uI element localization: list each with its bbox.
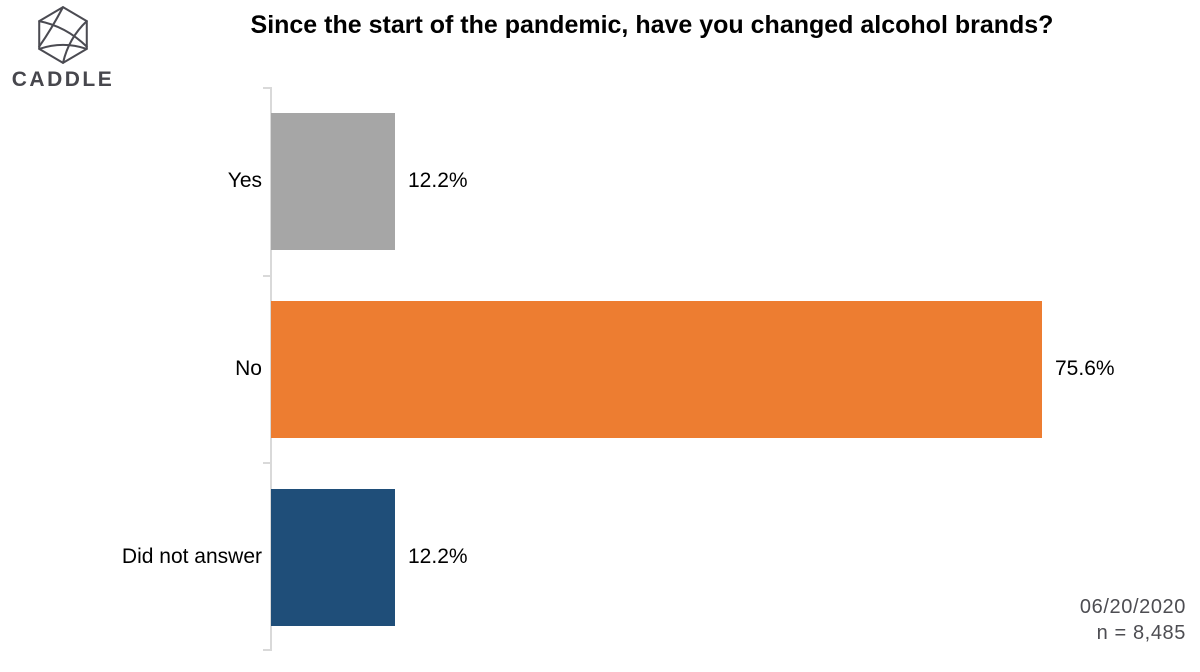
axis-tick	[263, 87, 270, 89]
category-label: Yes	[227, 169, 262, 192]
axis-tick	[263, 462, 270, 464]
bar-did-not-answer	[271, 488, 395, 626]
bar-yes	[271, 112, 395, 250]
bar-area: 75.6%	[271, 300, 1200, 438]
chart-title: Since the start of the pandemic, have yo…	[250, 11, 1054, 39]
axis-ticks	[263, 87, 270, 651]
value-label: 12.2%	[408, 169, 468, 192]
axis-tick	[263, 275, 270, 277]
chart-row: Did not answer 12.2%	[0, 463, 1200, 651]
brand-name: CADDLE	[11, 68, 115, 91]
category-label: No	[235, 357, 262, 380]
chart-row: Yes 12.2%	[0, 87, 1200, 275]
plot-area: Yes 12.2% No 75.6% Did not answer 12.2%	[0, 87, 1200, 651]
axis-tick	[263, 649, 270, 651]
survey-date: 06/20/2020	[1079, 596, 1186, 618]
bar-no	[271, 300, 1042, 438]
value-label: 75.6%	[1055, 357, 1115, 380]
caddle-logo-icon	[38, 6, 88, 64]
category-label: Did not answer	[121, 545, 262, 568]
sample-size: n = 8,485	[1096, 622, 1186, 644]
bar-area: 12.2%	[271, 112, 1200, 250]
bar-area: 12.2%	[271, 488, 1200, 626]
chart-row: No 75.6%	[0, 275, 1200, 463]
chart-footnote: 06/20/2020 n = 8,485	[1080, 594, 1186, 646]
caddle-logo: CADDLE	[8, 6, 118, 92]
value-label: 12.2%	[408, 545, 468, 568]
